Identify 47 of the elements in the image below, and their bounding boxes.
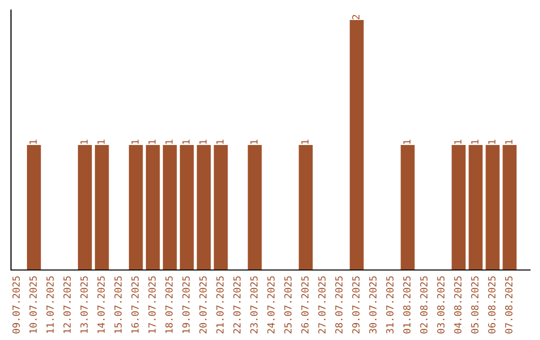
x-tick-label: 11.07.2025 [46, 276, 54, 333]
data-label: 1 [454, 140, 462, 144]
x-tick-label: 29.07.2025 [352, 276, 360, 334]
x-tick-label: 30.07.2025 [369, 276, 377, 334]
data-label: 2 [352, 14, 360, 20]
data-label: 1 [199, 140, 207, 144]
x-tick-label: 25.07.2025 [284, 276, 292, 334]
data-label: 1 [148, 140, 156, 144]
x-tick-label: 09.07.2025 [12, 276, 20, 334]
data-label: 1 [30, 140, 37, 144]
x-tick-label: 16.07.2025 [131, 276, 139, 333]
data-label: 1 [301, 140, 308, 144]
x-tick-label: 23.07.2025 [250, 276, 258, 334]
x-tick-label: 22.07.2025 [233, 276, 241, 334]
x-tick-label: 26.07.2025 [301, 276, 309, 334]
data-label: 1 [488, 140, 496, 144]
data-label: 1 [165, 140, 173, 144]
data-label: 1 [131, 140, 139, 144]
data-label: 1 [182, 140, 190, 144]
x-tick-label: 01.08.2025 [403, 276, 411, 334]
x-tick-label: 28.07.2025 [335, 276, 343, 334]
x-tick-label: 07.08.2025 [505, 276, 512, 334]
data-label: 1 [471, 140, 478, 144]
x-tick-label: 18.07.2025 [165, 276, 173, 333]
x-tick-label: 27.07.2025 [318, 276, 326, 334]
x-tick-label: 20.07.2025 [199, 276, 207, 334]
x-tick-label: 04.08.2025 [454, 276, 462, 334]
data-label: 1 [250, 140, 258, 144]
x-tick-label: 05.08.2025 [471, 276, 478, 334]
x-tick-label: 15.07.2025 [114, 276, 122, 333]
data-label: 1 [98, 140, 105, 144]
x-tick-label: 03.08.2025 [437, 276, 445, 334]
data-label: 1 [403, 140, 410, 144]
x-tick-label: 12.07.2025 [63, 276, 71, 333]
x-tick-label: 02.08.2025 [420, 276, 428, 334]
x-tick-label: 06.08.2025 [488, 276, 496, 334]
data-label: 1 [216, 140, 224, 144]
x-tick-label: 21.07.2025 [216, 276, 224, 334]
x-tick-label: 14.07.2025 [97, 276, 105, 333]
x-tick-label: 31.07.2025 [386, 276, 394, 334]
x-tick-label: 17.07.2025 [148, 276, 156, 333]
x-tick-label: 10.07.2025 [29, 276, 37, 333]
data-label: 1 [505, 140, 512, 144]
x-tick-label: 13.07.2025 [80, 276, 88, 333]
x-tick-label: 24.07.2025 [267, 276, 275, 334]
x-tick-label: 19.07.2025 [182, 276, 190, 333]
data-label: 1 [80, 140, 88, 144]
